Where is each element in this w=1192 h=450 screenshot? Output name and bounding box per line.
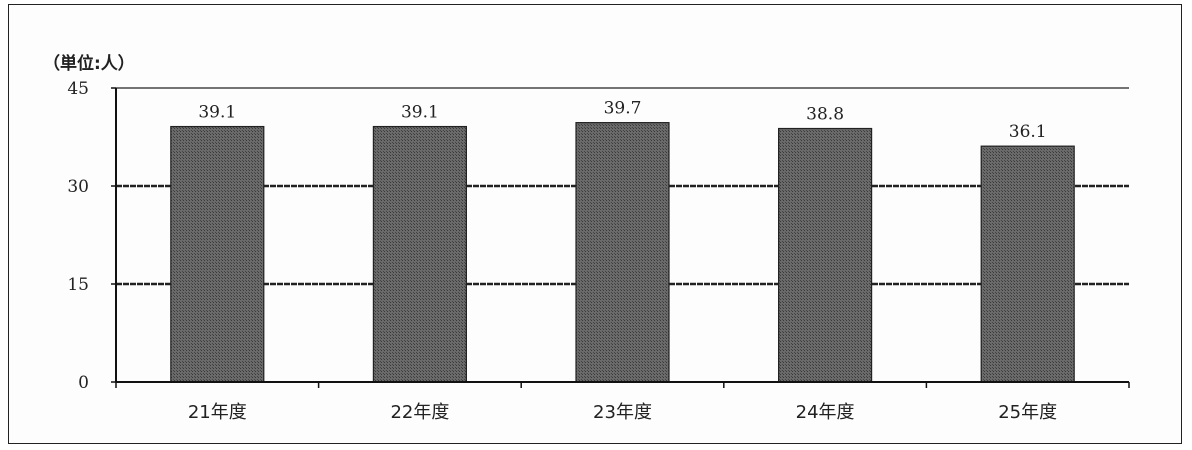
unit-label: （単位:人）: [43, 54, 135, 74]
data-label-1: 39.1: [198, 103, 236, 123]
chart-frame: （単位:人） 0 15 30 45 39.1 21年度 39.1 22年度 39.7 23年度 38…: [8, 4, 1182, 444]
y-tick-label-30: 30: [67, 177, 89, 197]
label-layer: 0 15 30 45 39.1 21年度 39.1 22年度 39.7 23年度 38.8 24年度 3…: [67, 79, 1057, 423]
x-tick-label-3: 23年度: [593, 402, 652, 423]
x-tick-label-5: 25年度: [998, 402, 1057, 423]
bar-4: [777, 127, 873, 383]
bar-chart: 0 15 30 45 39.1 21年度 39.1 22年度 39.7 23年度 38.8 24年度 3…: [67, 79, 1130, 423]
y-tick-label-0: 0: [78, 373, 89, 393]
data-label-4: 38.8: [806, 105, 844, 125]
x-tick-label-4: 24年度: [796, 402, 855, 423]
bar-3: [575, 122, 670, 383]
data-label-5: 36.1: [1009, 122, 1047, 142]
x-tick-label-1: 21年度: [188, 402, 247, 423]
axis-layer: [111, 87, 1130, 388]
y-tick-label-45: 45: [67, 79, 89, 99]
x-tick-label-2: 22年度: [390, 402, 449, 423]
bar-5: [980, 145, 1075, 383]
bar-2: [372, 125, 467, 383]
data-label-2: 39.1: [401, 103, 439, 123]
bar-1: [170, 125, 265, 383]
data-label-3: 39.7: [604, 99, 642, 119]
bar-layer: [170, 122, 1075, 383]
y-tick-label-15: 15: [67, 275, 89, 295]
